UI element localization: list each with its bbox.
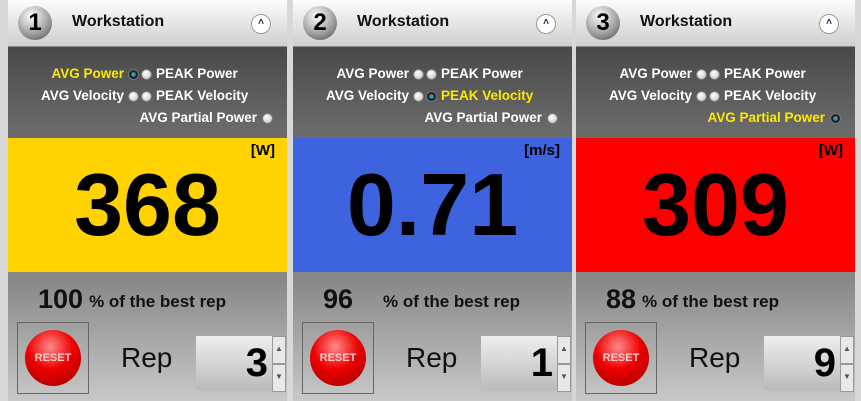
value-display — [8, 138, 287, 272]
collapse-button[interactable]: ˄ — [251, 14, 271, 34]
option-label: AVG Partial Power — [707, 110, 825, 125]
radio-button[interactable] — [413, 69, 424, 80]
panel-title: Workstation — [72, 13, 165, 30]
reset-button[interactable]: RESET — [25, 330, 81, 386]
option-label: AVG Velocity — [608, 88, 692, 103]
panel: 3 Workstation ˄ AVG Power PEAK Power AVG Velo… — [576, 0, 855, 401]
panel-header — [8, 0, 287, 47]
radio-button[interactable] — [709, 91, 720, 102]
radio-button[interactable] — [696, 69, 707, 80]
spin-up[interactable]: ▲ — [272, 336, 286, 364]
rep-count: 9 — [764, 336, 840, 390]
panel-number: 3 — [586, 6, 620, 40]
option-label: AVG Power — [51, 66, 124, 81]
reset-button[interactable]: RESET — [310, 330, 366, 386]
percent-text: % of the best rep — [642, 292, 780, 311]
value-display — [293, 138, 572, 272]
radio-button[interactable] — [413, 91, 424, 102]
collapse-button[interactable]: ˄ — [819, 14, 839, 34]
radio-button[interactable] — [709, 69, 720, 80]
rep-count: 3 — [196, 336, 272, 390]
option-label: AVG Velocity — [40, 88, 124, 103]
rep-label: Rep — [689, 342, 741, 373]
spin-down[interactable]: ▼ — [272, 364, 286, 392]
panel-number: 1 — [18, 6, 52, 40]
rep-label: Rep — [121, 342, 173, 373]
radio-button[interactable] — [426, 69, 437, 80]
panel-title: Workstation — [640, 13, 733, 30]
option-label: PEAK Velocity — [156, 88, 249, 103]
option-label: AVG Velocity — [325, 88, 409, 103]
value-display — [576, 138, 855, 272]
radio-button[interactable] — [128, 69, 139, 80]
option-label: PEAK Velocity — [724, 88, 817, 103]
radio-button[interactable] — [128, 91, 139, 102]
panel: 2 Workstation ˄ AVG Power PEAK Power AVG Velo… — [293, 0, 572, 401]
reset-frame — [585, 322, 657, 394]
radio-button[interactable] — [426, 91, 437, 102]
percent-text: % of the best rep — [383, 292, 521, 311]
value: 0.71 — [346, 155, 519, 254]
percent-text: % of the best rep — [89, 292, 227, 311]
radio-button[interactable] — [830, 113, 841, 124]
percent-value: 96 — [323, 284, 354, 314]
reset-frame — [17, 322, 89, 394]
rep-label: Rep — [406, 342, 458, 373]
radio-button[interactable] — [696, 91, 707, 102]
value: 309 — [642, 155, 789, 254]
option-label: PEAK Power — [156, 66, 238, 81]
value: 368 — [74, 155, 221, 254]
option-label: PEAK Power — [724, 66, 806, 81]
option-label: PEAK Power — [441, 66, 523, 81]
spin-down[interactable]: ▼ — [557, 364, 571, 392]
reset-frame — [302, 322, 374, 394]
option-label: AVG Partial Power — [424, 110, 542, 125]
panel-number: 2 — [303, 6, 337, 40]
percent-value: 88 — [606, 284, 637, 314]
radio-button[interactable] — [141, 69, 152, 80]
unit-label: [W] — [250, 142, 275, 159]
percent-value: 100 — [38, 284, 84, 314]
radio-button[interactable] — [262, 113, 273, 124]
option-label: AVG Power — [336, 66, 409, 81]
panel-title: Workstation — [357, 13, 450, 30]
radio-button[interactable] — [141, 91, 152, 102]
panel-header — [293, 0, 572, 47]
reset-button[interactable]: RESET — [593, 330, 649, 386]
unit-label: [m/s] — [524, 142, 560, 159]
option-label: AVG Partial Power — [139, 110, 257, 125]
rep-count: 1 — [481, 336, 557, 390]
spin-up[interactable]: ▲ — [557, 336, 571, 364]
unit-label: [W] — [818, 142, 843, 159]
collapse-button[interactable]: ˄ — [536, 14, 556, 34]
radio-button[interactable] — [547, 113, 558, 124]
spin-down[interactable]: ▼ — [840, 364, 854, 392]
panel-header — [576, 0, 855, 47]
spin-up[interactable]: ▲ — [840, 336, 854, 364]
panel: 1 Workstation ˄ AVG Power PEAK Power AVG Velo… — [8, 0, 287, 401]
option-label: PEAK Velocity — [441, 88, 534, 103]
option-label: AVG Power — [619, 66, 692, 81]
